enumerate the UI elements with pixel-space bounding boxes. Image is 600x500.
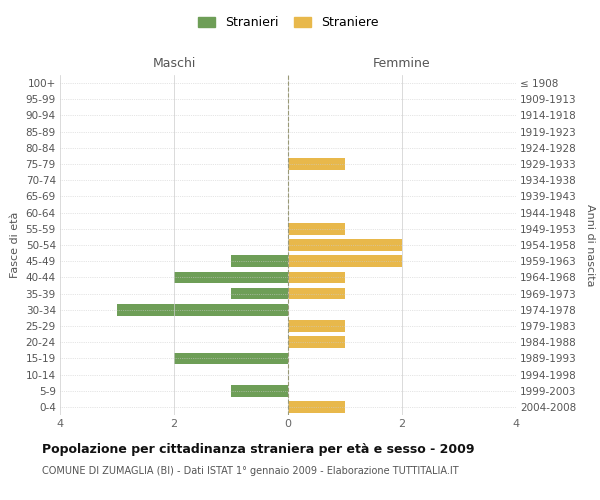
Bar [288, 288, 345, 300]
Legend: Stranieri, Straniere: Stranieri, Straniere [193, 11, 383, 34]
Y-axis label: Anni di nascita: Anni di nascita [585, 204, 595, 286]
Bar [288, 320, 345, 332]
Text: Maschi: Maschi [152, 57, 196, 70]
Text: Femmine: Femmine [373, 57, 431, 70]
Bar [117, 304, 288, 316]
Bar [231, 385, 288, 396]
Bar [288, 158, 345, 170]
Text: Popolazione per cittadinanza straniera per età e sesso - 2009: Popolazione per cittadinanza straniera p… [42, 442, 475, 456]
Bar [288, 336, 345, 348]
Bar [288, 223, 345, 234]
Bar [288, 272, 345, 283]
Text: COMUNE DI ZUMAGLIA (BI) - Dati ISTAT 1° gennaio 2009 - Elaborazione TUTTITALIA.I: COMUNE DI ZUMAGLIA (BI) - Dati ISTAT 1° … [42, 466, 458, 476]
Bar [288, 256, 402, 267]
Bar [174, 352, 288, 364]
Bar [231, 288, 288, 300]
Bar [288, 401, 345, 412]
Bar [231, 256, 288, 267]
Y-axis label: Fasce di età: Fasce di età [10, 212, 20, 278]
Bar [174, 272, 288, 283]
Bar [288, 239, 402, 251]
